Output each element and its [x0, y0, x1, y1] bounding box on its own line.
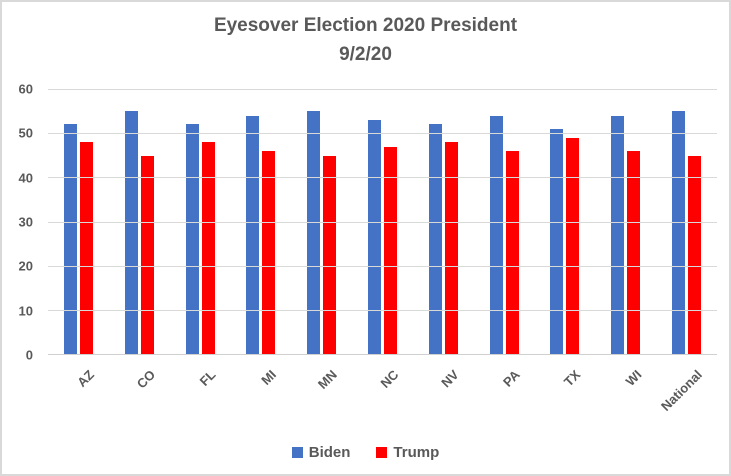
legend-label-trump: Trump	[393, 444, 440, 461]
x-tick-label: WI	[622, 367, 645, 389]
bar-group-nv	[413, 89, 474, 355]
legend: Biden Trump	[2, 444, 729, 461]
x-tick-cell: NV	[413, 357, 474, 419]
x-tick-cell: NC	[352, 357, 413, 419]
x-tick-label: PA	[499, 367, 523, 390]
bar-biden-fl	[185, 124, 199, 355]
x-tick-label: TX	[561, 367, 584, 390]
y-tick-label: 40	[18, 170, 33, 186]
x-tick-label: MN	[315, 367, 341, 392]
x-tick-cell: FL	[170, 357, 231, 419]
bar-biden-tx	[550, 128, 564, 355]
bar-group-tx	[535, 89, 596, 355]
chart-title-block: Eyesover Election 2020 President 9/2/20	[2, 11, 729, 69]
x-tick-label: AZ	[74, 367, 98, 390]
x-tick-cell: National	[656, 357, 717, 419]
gridline	[48, 177, 717, 179]
gridline	[48, 221, 717, 223]
bar-biden-nc	[367, 120, 381, 355]
bar-group-nc	[352, 89, 413, 355]
x-tick-label: FL	[196, 367, 219, 389]
y-tick-label: 10	[18, 303, 33, 319]
bar-trump-mn	[323, 155, 337, 355]
plot-area	[48, 88, 717, 355]
x-tick-label: National	[658, 367, 706, 414]
x-tick-cell: WI	[595, 357, 656, 419]
x-tick-label: MI	[258, 367, 280, 388]
bar-group-pa	[474, 89, 535, 355]
bar-biden-wi	[611, 115, 625, 355]
x-tick-cell: AZ	[48, 357, 109, 419]
y-tick-label: 20	[18, 258, 33, 274]
bar-trump-nv	[444, 142, 458, 355]
bar-group-mn	[291, 89, 352, 355]
chart-subtitle: 9/2/20	[339, 44, 392, 65]
legend-item-trump: Trump	[376, 444, 439, 461]
x-tick-label: NC	[377, 367, 402, 391]
bar-trump-national	[688, 155, 702, 355]
legend-label-biden: Biden	[308, 444, 351, 461]
x-tick-cell: PA	[474, 357, 535, 419]
gridline	[48, 310, 717, 312]
y-tick-label: 0	[25, 347, 33, 363]
bar-trump-fl	[201, 142, 215, 355]
bar-group-mi	[230, 89, 291, 355]
bar-biden-nv	[428, 124, 442, 355]
x-tick-cell: CO	[109, 357, 170, 419]
bar-trump-nc	[383, 146, 397, 355]
legend-swatch-biden-icon	[291, 447, 303, 458]
bar-trump-az	[79, 142, 93, 355]
bar-groups	[48, 89, 717, 355]
x-tick-label: CO	[133, 367, 158, 392]
chart-title: Eyesover Election 2020 President	[213, 15, 518, 36]
x-tick-cell: TX	[535, 357, 596, 419]
bar-trump-pa	[505, 151, 519, 355]
bar-trump-wi	[627, 151, 641, 355]
bar-group-national	[656, 89, 717, 355]
bar-group-fl	[170, 89, 231, 355]
legend-swatch-trump-icon	[376, 447, 388, 458]
bar-biden-national	[672, 111, 686, 355]
legend-item-biden: Biden	[291, 444, 351, 461]
x-axis-labels: AZ CO FL MI MN NC NV PA TX WI National	[48, 357, 717, 419]
bar-group-wi	[595, 89, 656, 355]
y-tick-label: 60	[18, 81, 33, 97]
gridline	[48, 354, 717, 355]
bar-biden-pa	[489, 115, 503, 355]
bar-biden-az	[63, 124, 77, 355]
y-tick-label: 30	[18, 214, 33, 230]
y-tick-label: 50	[18, 125, 33, 141]
bar-trump-mi	[262, 151, 276, 355]
gridline	[48, 88, 717, 90]
bar-trump-co	[140, 155, 154, 355]
gridline	[48, 265, 717, 267]
bar-group-az	[48, 89, 109, 355]
bar-biden-mi	[246, 115, 260, 355]
bar-trump-tx	[566, 137, 580, 355]
x-tick-cell: MI	[230, 357, 291, 419]
x-tick-cell: MN	[291, 357, 352, 419]
y-axis-labels: 0 10 20 30 40 50 60	[2, 83, 40, 362]
x-tick-label: NV	[438, 367, 462, 391]
bar-biden-mn	[307, 111, 321, 355]
bar-group-co	[109, 89, 170, 355]
bar-biden-co	[124, 111, 138, 355]
gridline	[48, 132, 717, 134]
